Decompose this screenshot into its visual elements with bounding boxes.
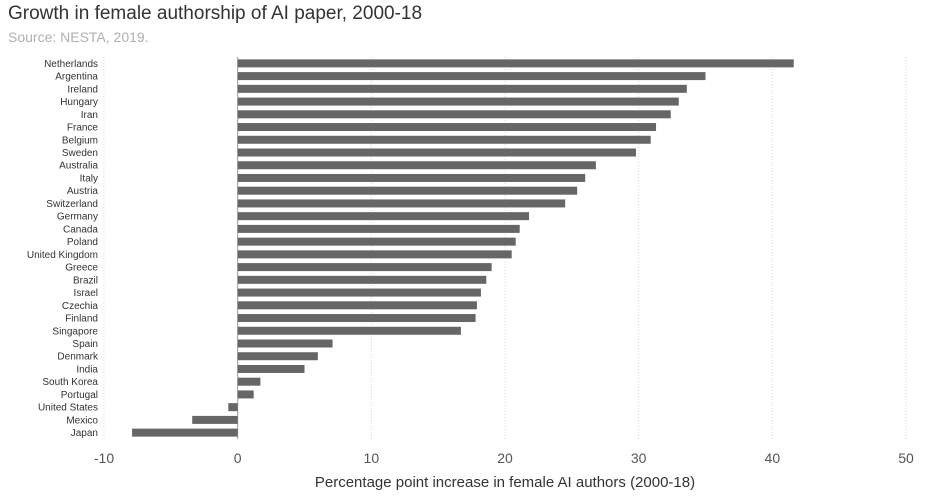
bar	[237, 110, 671, 119]
category-label: Japan	[71, 428, 98, 439]
bar	[237, 72, 706, 81]
x-tick-label: 30	[631, 450, 647, 466]
category-label: Iran	[81, 110, 98, 121]
category-label: Hungary	[60, 97, 98, 108]
grid-lines	[103, 57, 907, 439]
bar	[237, 314, 476, 323]
bar	[237, 199, 566, 208]
bar	[237, 148, 636, 157]
bar	[237, 326, 461, 335]
bar	[237, 364, 305, 373]
category-label: Switzerland	[46, 199, 98, 210]
x-tick-label: 0	[234, 450, 242, 466]
category-label: Spain	[72, 339, 98, 350]
x-tick-label: 20	[497, 450, 513, 466]
category-label: Italy	[80, 173, 98, 184]
category-label: Singapore	[52, 326, 98, 337]
category-label: Poland	[67, 237, 98, 248]
bar	[192, 415, 238, 424]
bar	[237, 377, 261, 386]
category-label: Austria	[67, 186, 99, 197]
category-label: Denmark	[57, 352, 99, 363]
bar	[237, 263, 492, 272]
category-label: India	[76, 364, 98, 375]
x-tick-label: 10	[364, 450, 380, 466]
bar	[237, 212, 530, 221]
category-label: Belgium	[62, 135, 98, 146]
bar	[237, 135, 651, 144]
bar	[237, 339, 333, 348]
bar	[237, 352, 318, 361]
bar	[237, 173, 586, 182]
bar	[237, 161, 596, 170]
category-label: South Korea	[42, 377, 98, 388]
category-label: Greece	[65, 263, 98, 274]
category-label: Brazil	[73, 275, 98, 286]
category-label: Finland	[65, 314, 98, 325]
chart-title: Growth in female authorship of AI paper,…	[8, 3, 423, 24]
bars	[132, 59, 794, 437]
x-tick-label: -10	[94, 450, 114, 466]
category-label: Portugal	[61, 390, 98, 401]
bar	[237, 275, 487, 284]
category-label: Sweden	[62, 148, 98, 159]
category-label: Germany	[57, 212, 98, 223]
bar	[237, 250, 512, 259]
bar	[228, 403, 238, 412]
category-label: United States	[38, 403, 98, 414]
category-label: Argentina	[55, 72, 98, 83]
chart-subtitle: Source: NESTA, 2019.	[8, 29, 149, 45]
bar	[237, 390, 254, 399]
bar	[132, 428, 238, 437]
bar	[237, 224, 520, 233]
bar	[237, 288, 481, 297]
category-label: Australia	[59, 161, 98, 172]
x-tick-label: 50	[898, 450, 914, 466]
category-label: Netherlands	[44, 59, 98, 70]
category-label: Ireland	[67, 84, 98, 95]
bar	[237, 301, 477, 310]
category-label: United Kingdom	[27, 250, 98, 261]
category-label: Canada	[63, 224, 98, 235]
bar	[237, 237, 516, 246]
category-label: Mexico	[66, 415, 98, 426]
bar	[237, 59, 794, 68]
x-tick-label: 40	[765, 450, 781, 466]
bar	[237, 186, 578, 195]
bar	[237, 97, 679, 106]
bar	[237, 123, 657, 132]
x-tick-labels: -10 0 10 20 30 40 50	[94, 450, 914, 466]
category-label: France	[67, 123, 99, 134]
bar	[237, 84, 687, 93]
category-label: Czechia	[62, 301, 99, 312]
category-label: Israel	[74, 288, 98, 299]
x-axis-label: Percentage point increase in female AI a…	[315, 474, 695, 491]
